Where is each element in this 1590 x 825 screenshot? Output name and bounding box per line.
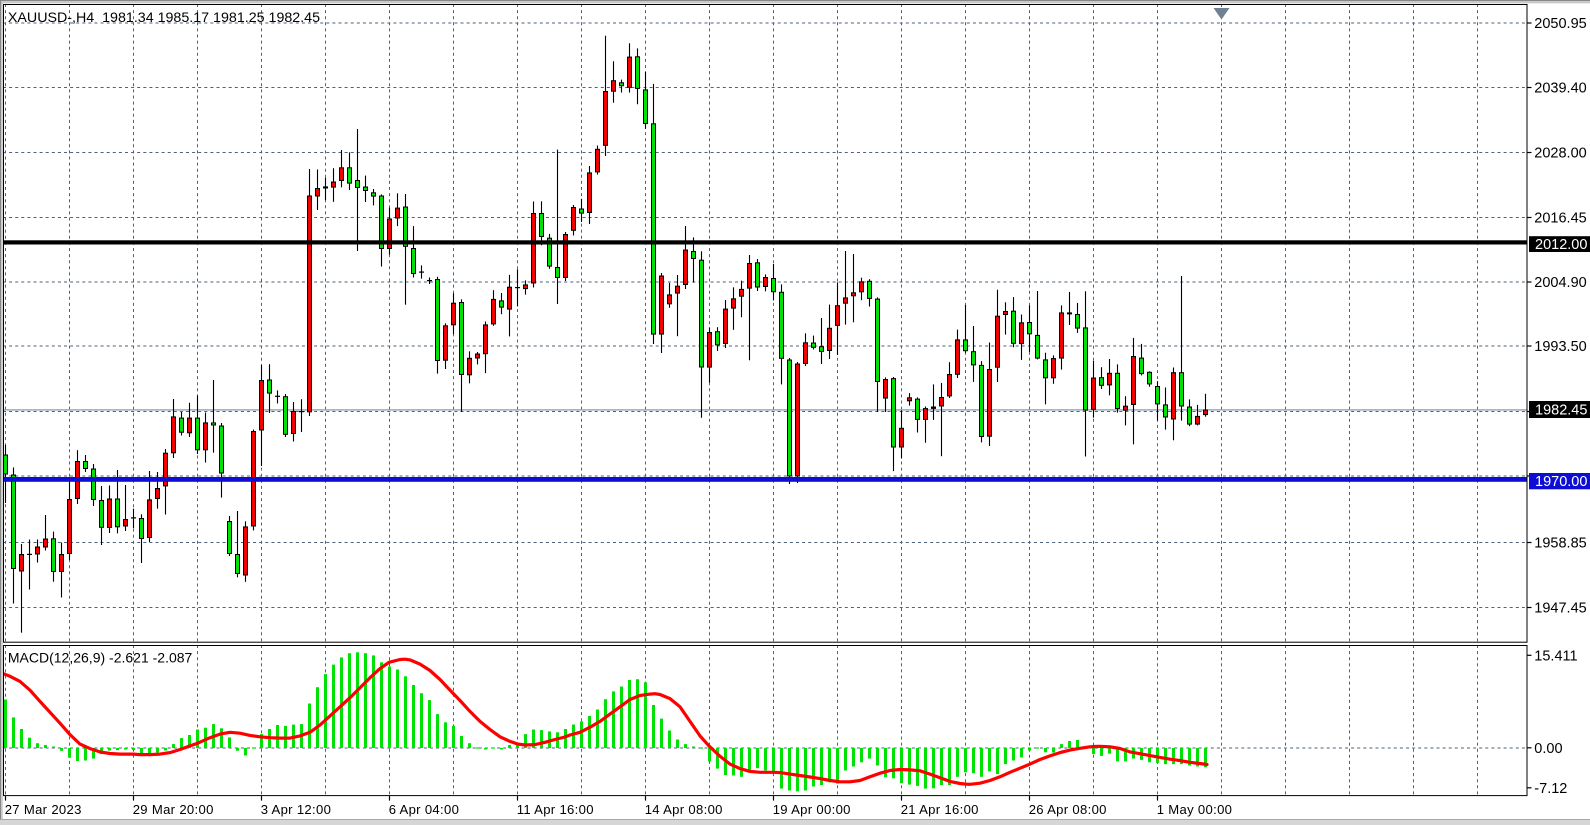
svg-text:27 Mar 2023: 27 Mar 2023 <box>5 802 82 817</box>
svg-text:2039.40: 2039.40 <box>1534 81 1586 97</box>
svg-text:29 Mar 20:00: 29 Mar 20:00 <box>133 802 214 817</box>
svg-text:1947.45: 1947.45 <box>1534 601 1586 617</box>
svg-text:XAUUSD-,H4 1981.34 1985.17 19: XAUUSD-,H4 1981.34 1985.17 1981.25 1982.… <box>8 10 320 26</box>
svg-text:0.00: 0.00 <box>1534 741 1562 757</box>
svg-text:2050.95: 2050.95 <box>1534 16 1586 32</box>
svg-text:2016.45: 2016.45 <box>1534 211 1586 227</box>
svg-text:26 Apr 08:00: 26 Apr 08:00 <box>1029 802 1107 817</box>
svg-text:3 Apr 12:00: 3 Apr 12:00 <box>261 802 332 817</box>
svg-text:11 Apr 16:00: 11 Apr 16:00 <box>517 802 594 817</box>
svg-text:-7.12: -7.12 <box>1534 781 1567 797</box>
svg-text:2028.00: 2028.00 <box>1534 146 1586 162</box>
svg-text:1970.00: 1970.00 <box>1535 474 1587 490</box>
svg-text:19 Apr 00:00: 19 Apr 00:00 <box>773 802 851 817</box>
svg-text:1993.50: 1993.50 <box>1534 339 1586 355</box>
svg-text:2012.00: 2012.00 <box>1535 237 1587 253</box>
svg-text:15.411: 15.411 <box>1534 649 1577 665</box>
svg-text:21 Apr 16:00: 21 Apr 16:00 <box>901 802 979 817</box>
svg-text:1982.45: 1982.45 <box>1535 403 1587 419</box>
svg-text:1 May 00:00: 1 May 00:00 <box>1157 802 1233 817</box>
svg-text:1958.85: 1958.85 <box>1534 536 1586 552</box>
svg-text:14 Apr 08:00: 14 Apr 08:00 <box>645 802 723 817</box>
svg-text:6 Apr 04:00: 6 Apr 04:00 <box>389 802 460 817</box>
svg-text:MACD(12,26,9) -2.621 -2.087: MACD(12,26,9) -2.621 -2.087 <box>8 650 193 666</box>
svg-text:2004.90: 2004.90 <box>1534 275 1586 291</box>
